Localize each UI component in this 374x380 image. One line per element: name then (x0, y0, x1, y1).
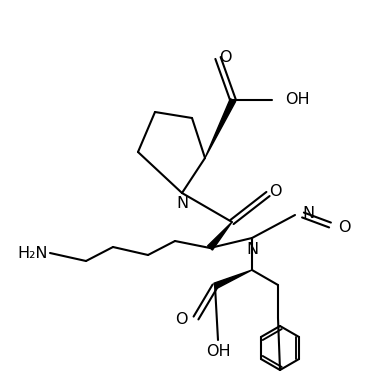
Text: H₂N: H₂N (18, 245, 48, 261)
Polygon shape (205, 99, 236, 158)
Text: N: N (246, 242, 258, 256)
Text: N: N (176, 196, 188, 212)
Text: O: O (269, 185, 281, 200)
Text: O: O (175, 312, 188, 328)
Text: O: O (338, 220, 350, 234)
Text: N: N (302, 206, 314, 220)
Text: OH: OH (206, 344, 230, 358)
Polygon shape (214, 270, 252, 289)
Text: OH: OH (285, 92, 310, 108)
Text: O: O (219, 49, 231, 65)
Polygon shape (208, 222, 232, 250)
